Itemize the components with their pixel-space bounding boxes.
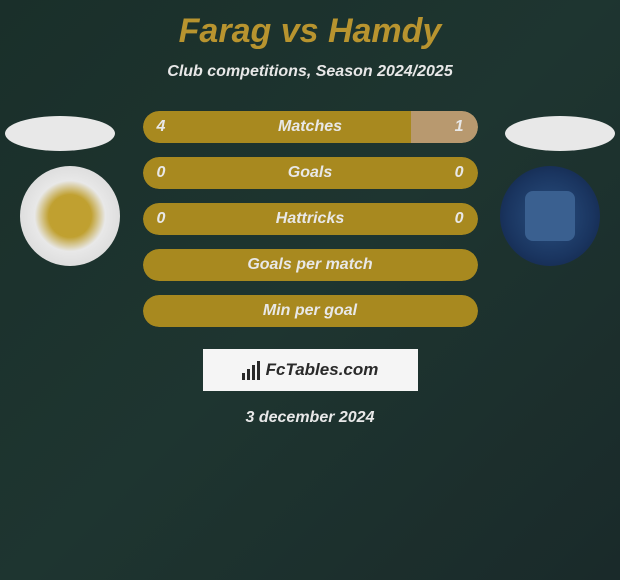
stat-bar: 0 Hattricks 0 bbox=[143, 203, 478, 235]
stat-value-right: 1 bbox=[455, 118, 464, 136]
club-badge-right bbox=[500, 166, 600, 266]
stat-value-left: 0 bbox=[157, 164, 166, 182]
stat-label: Min per goal bbox=[263, 302, 357, 320]
stat-label: Matches bbox=[278, 118, 342, 136]
stat-value-right: 0 bbox=[455, 210, 464, 228]
branding-box: FcTables.com bbox=[203, 349, 418, 391]
stat-bar: Goals per match bbox=[143, 249, 478, 281]
comparison-subtitle: Club competitions, Season 2024/2025 bbox=[0, 63, 620, 81]
stat-bar: 4 Matches 1 bbox=[143, 111, 478, 143]
stat-value-right: 0 bbox=[455, 164, 464, 182]
stat-label: Hattricks bbox=[276, 210, 344, 228]
stat-bars-container: 4 Matches 1 0 Goals 0 0 Hattricks 0 Goals per mat… bbox=[143, 111, 478, 327]
content-area: 4 Matches 1 0 Goals 0 0 Hattricks 0 Goals per mat… bbox=[0, 111, 620, 427]
stat-value-left: 4 bbox=[157, 118, 166, 136]
stat-label: Goals per match bbox=[247, 256, 372, 274]
player-avatar-left bbox=[5, 116, 115, 151]
stat-bar: 0 Goals 0 bbox=[143, 157, 478, 189]
date-text: 3 december 2024 bbox=[0, 409, 620, 427]
stat-bar: Min per goal bbox=[143, 295, 478, 327]
stat-value-left: 0 bbox=[157, 210, 166, 228]
chart-icon bbox=[242, 361, 260, 380]
stat-label: Goals bbox=[288, 164, 332, 182]
comparison-title: Farag vs Hamdy bbox=[0, 0, 620, 51]
club-badge-left bbox=[20, 166, 120, 266]
bar-segment-left bbox=[143, 111, 411, 143]
player-avatar-right bbox=[505, 116, 615, 151]
bar-segment-right bbox=[411, 111, 478, 143]
branding-text: FcTables.com bbox=[266, 360, 379, 380]
